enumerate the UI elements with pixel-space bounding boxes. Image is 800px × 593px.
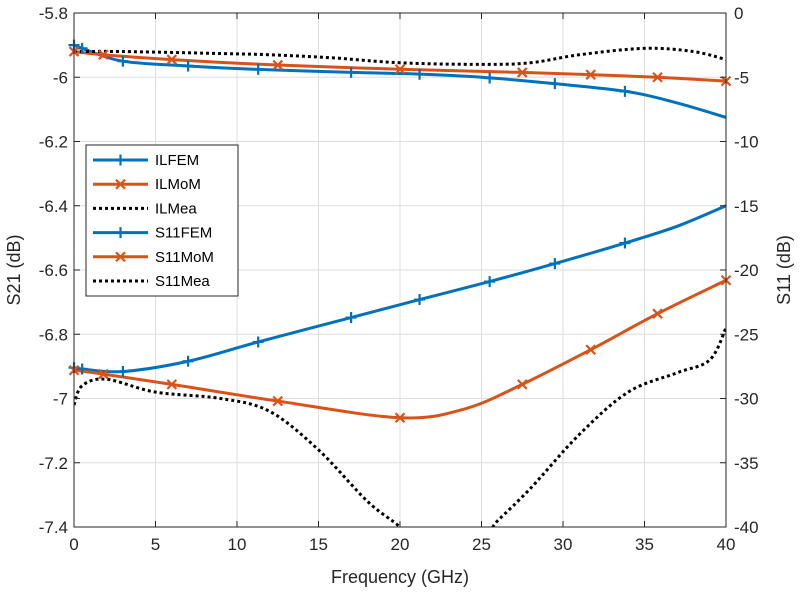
marker-ilmom	[98, 49, 109, 61]
marker-s11fem	[252, 336, 264, 348]
y-left-tick-label: -7.4	[39, 518, 68, 537]
marker-s11fem	[182, 355, 194, 367]
marker-s11fem	[76, 363, 88, 375]
x-tick-label: 30	[554, 535, 573, 554]
marker-s11mom	[272, 395, 284, 407]
legend-label-ilfem: ILFEM	[155, 152, 199, 169]
marker-s11fem	[619, 237, 631, 249]
y-left-tick-label: -7.2	[39, 454, 68, 473]
marker-ilfem	[117, 55, 129, 67]
marker-s11fem	[117, 366, 129, 378]
x-tick-label: 0	[69, 535, 78, 554]
marker-ilmom	[166, 54, 178, 65]
marker-ilfem	[549, 78, 561, 90]
marker-s11mom	[516, 379, 528, 390]
marker-s11mom	[394, 412, 406, 424]
legend-marker-ilmom	[115, 178, 126, 190]
marker-ilfem	[484, 72, 496, 84]
x-tick-label: 15	[309, 535, 328, 554]
x-tick-label: 25	[472, 535, 491, 554]
y-axis-left-label: S21 (dB)	[4, 234, 24, 305]
y-right-tick-label: -35	[734, 454, 759, 473]
y-axis-right-label: S11 (dB)	[774, 235, 794, 305]
marker-ilmom	[516, 67, 528, 78]
x-tick-label: 35	[635, 535, 654, 554]
y-right-tick-label: -25	[734, 325, 759, 344]
marker-ilfem	[182, 60, 194, 72]
legend: ILFEM ILMoM ILMea S11FEM S11MoM S11Mea	[85, 144, 239, 297]
marker-s11fem	[484, 276, 496, 288]
marker-ilmom	[585, 69, 596, 80]
marker-ilfem	[345, 66, 357, 78]
axis-ticks	[73, 12, 727, 528]
y-left-tick-label: -6	[53, 68, 68, 87]
y-left-tick-label: -6.4	[39, 197, 68, 216]
marker-ilfem	[619, 85, 631, 97]
y-left-tick-label: -6.2	[39, 133, 68, 152]
marker-ilmom	[272, 59, 284, 71]
x-tick-label: 5	[151, 535, 160, 554]
x-tick-label: 10	[228, 535, 247, 554]
y-left-tick-label: -6.8	[39, 325, 68, 344]
series-line-ilmea	[74, 46, 726, 66]
marker-s11mom	[652, 308, 663, 319]
y-right-tick-label: -40	[734, 518, 759, 537]
legend-label-s11mom: S11MoM	[155, 249, 214, 266]
legend-label-s11mea: S11Mea	[155, 273, 210, 290]
legend-label-s11fem: S11FEM	[155, 225, 212, 242]
series-line-s11mom	[74, 278, 726, 420]
marker-ilfem	[252, 63, 264, 75]
y-right-tick-label: -5	[734, 68, 749, 87]
y-left-tick-label: -6.6	[39, 261, 68, 280]
legend-label-ilmom: ILMoM	[155, 176, 201, 193]
y-right-tick-label: 0	[734, 4, 743, 23]
marker-ilfem	[414, 68, 426, 80]
y-left-tick-label: -5.8	[39, 4, 68, 23]
tick-labels: 0 5 10 15 20 25 30 35 40 -5.8 -6 -6.2 -6.4 -6.6 -6.8 -7…	[39, 4, 759, 554]
marker-s11fem	[345, 312, 357, 324]
series-line-s11mea	[74, 327, 726, 527]
marker-s11mom	[98, 368, 109, 380]
y-right-tick-label: -15	[734, 197, 759, 216]
legend-marker-ilfem	[115, 154, 126, 166]
marker-s11fem	[414, 294, 426, 306]
marker-ilmom	[652, 71, 663, 83]
marker-s11mom	[585, 344, 596, 355]
legend-marker-s11fem	[115, 227, 126, 239]
marker-s11fem	[549, 258, 561, 270]
x-axis-label: Frequency (GHz)	[331, 567, 469, 587]
y-right-tick-label: -10	[734, 133, 759, 152]
x-tick-label: 20	[391, 535, 410, 554]
y-left-tick-label: -7	[53, 390, 68, 409]
marker-ilmom	[394, 63, 406, 75]
legend-box	[85, 144, 239, 297]
y-right-tick-label: -20	[734, 261, 759, 280]
marker-s11mom	[166, 379, 178, 390]
legend-label-ilmea: ILMea	[155, 200, 197, 217]
y-right-tick-label: -30	[734, 390, 759, 409]
legend-marker-s11mom	[115, 251, 126, 263]
x-tick-label: 40	[717, 535, 736, 554]
